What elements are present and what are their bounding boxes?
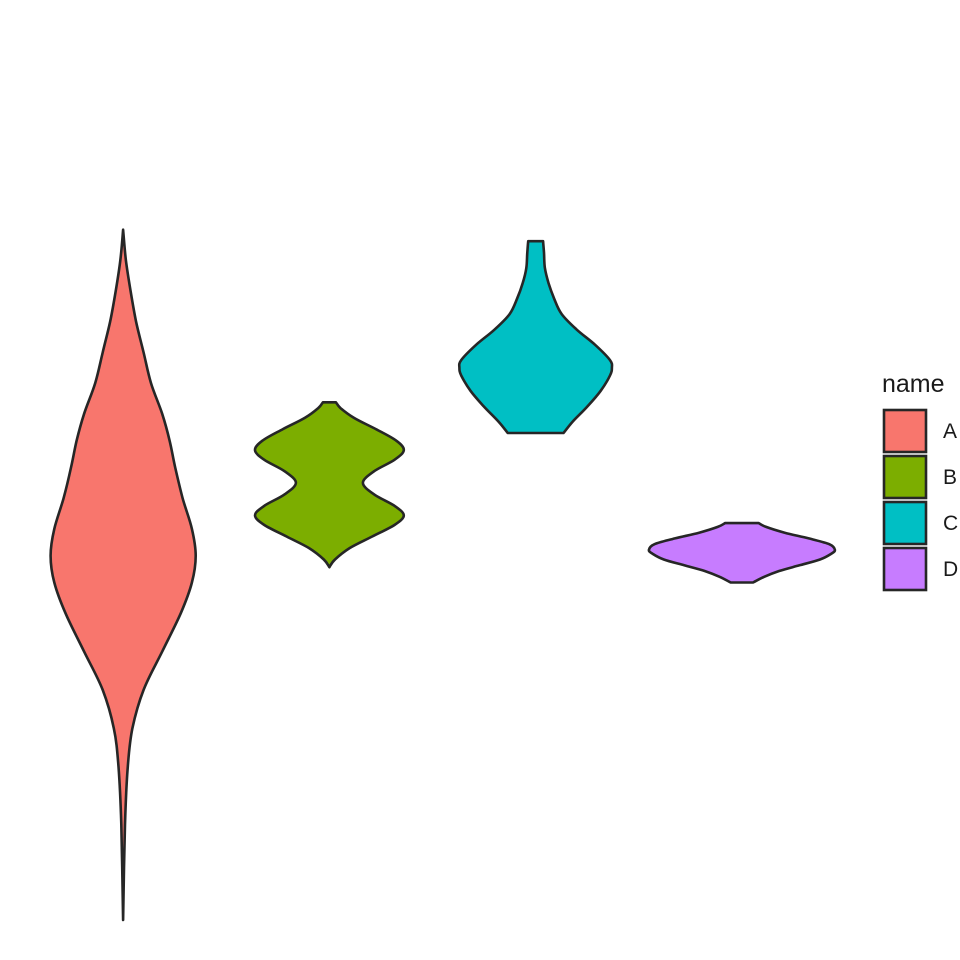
legend-label-d: D [943, 558, 958, 581]
legend-key-d [882, 546, 928, 592]
legend-key-b [882, 454, 928, 500]
violin-c [457, 239, 614, 435]
legend-key-c [882, 500, 928, 546]
legend-label-b: B [943, 466, 957, 489]
violin-b [253, 401, 406, 569]
legend-label-a: A [943, 420, 957, 443]
violin-a [49, 228, 197, 922]
violin-group [49, 228, 837, 922]
legend-label-c: C [943, 512, 958, 535]
violin-d [647, 521, 837, 584]
legend-title: name [882, 370, 945, 398]
legend-key-a [882, 408, 928, 454]
